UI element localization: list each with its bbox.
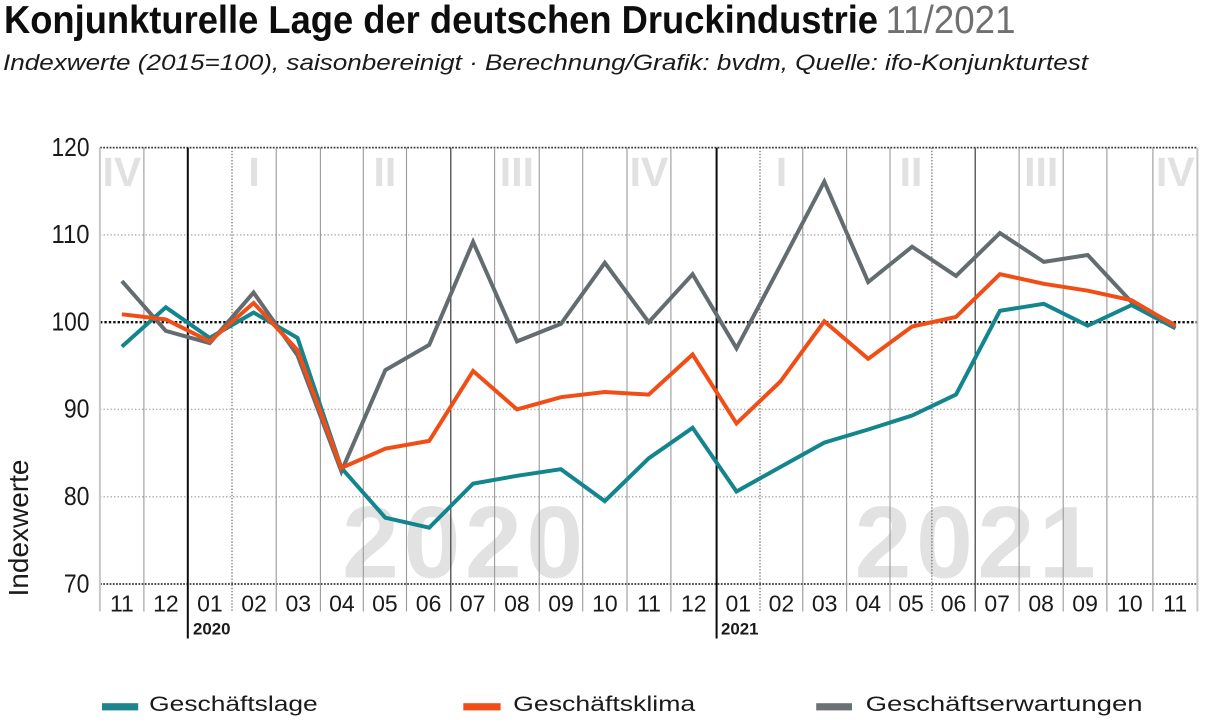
svg-text:01: 01 xyxy=(726,591,752,617)
svg-text:III: III xyxy=(500,149,534,195)
svg-text:Geschäftslage: Geschäftslage xyxy=(149,693,318,716)
svg-text:11: 11 xyxy=(1163,591,1187,617)
svg-text:II: II xyxy=(374,149,397,195)
svg-text:05: 05 xyxy=(898,591,924,617)
svg-text:Indexwerte (2015=100), saisonb: Indexwerte (2015=100), saisonbereinigt ·… xyxy=(3,50,1089,75)
svg-text:120: 120 xyxy=(52,134,90,162)
svg-text:07: 07 xyxy=(460,591,486,617)
svg-text:12: 12 xyxy=(681,591,707,617)
svg-text:01: 01 xyxy=(197,591,223,617)
svg-text:12: 12 xyxy=(153,591,179,617)
svg-text:05: 05 xyxy=(372,591,398,617)
svg-text:80: 80 xyxy=(64,483,90,511)
svg-text:03: 03 xyxy=(812,591,838,617)
svg-text:2020: 2020 xyxy=(193,621,231,639)
svg-text:III: III xyxy=(1024,149,1058,195)
svg-text:03: 03 xyxy=(286,591,312,617)
svg-text:11: 11 xyxy=(637,591,661,617)
svg-text:07: 07 xyxy=(984,591,1010,617)
svg-text:90: 90 xyxy=(64,396,90,424)
svg-text:IV: IV xyxy=(1156,149,1195,195)
svg-text:IV: IV xyxy=(630,149,669,195)
svg-text:02: 02 xyxy=(241,591,267,617)
svg-text:100: 100 xyxy=(52,309,90,337)
svg-text:09: 09 xyxy=(1072,591,1098,617)
svg-text:70: 70 xyxy=(64,570,90,598)
svg-text:11/2021: 11/2021 xyxy=(886,0,1016,42)
svg-text:Indexwerte: Indexwerte xyxy=(3,460,34,597)
svg-text:11: 11 xyxy=(110,591,134,617)
svg-text:06: 06 xyxy=(416,591,442,617)
svg-text:06: 06 xyxy=(941,591,967,617)
svg-text:02: 02 xyxy=(769,591,795,617)
svg-text:Geschäftsklima: Geschäftsklima xyxy=(513,693,695,716)
svg-text:Konjunkturelle Lage der deutsc: Konjunkturelle Lage der deutschen Drucki… xyxy=(4,0,878,42)
svg-text:09: 09 xyxy=(548,591,574,617)
svg-text:08: 08 xyxy=(1028,591,1054,617)
svg-text:2021: 2021 xyxy=(721,621,759,639)
svg-text:Geschäftserwartungen: Geschäftserwartungen xyxy=(866,693,1143,716)
svg-text:10: 10 xyxy=(1117,591,1143,617)
svg-text:I: I xyxy=(776,149,787,195)
svg-text:04: 04 xyxy=(856,591,882,617)
svg-text:IV: IV xyxy=(103,149,142,195)
svg-text:08: 08 xyxy=(504,591,530,617)
svg-text:2020: 2020 xyxy=(342,486,588,600)
svg-text:II: II xyxy=(900,149,923,195)
svg-text:I: I xyxy=(248,149,259,195)
svg-text:110: 110 xyxy=(52,221,90,249)
svg-text:04: 04 xyxy=(329,591,355,617)
svg-text:10: 10 xyxy=(592,591,618,617)
